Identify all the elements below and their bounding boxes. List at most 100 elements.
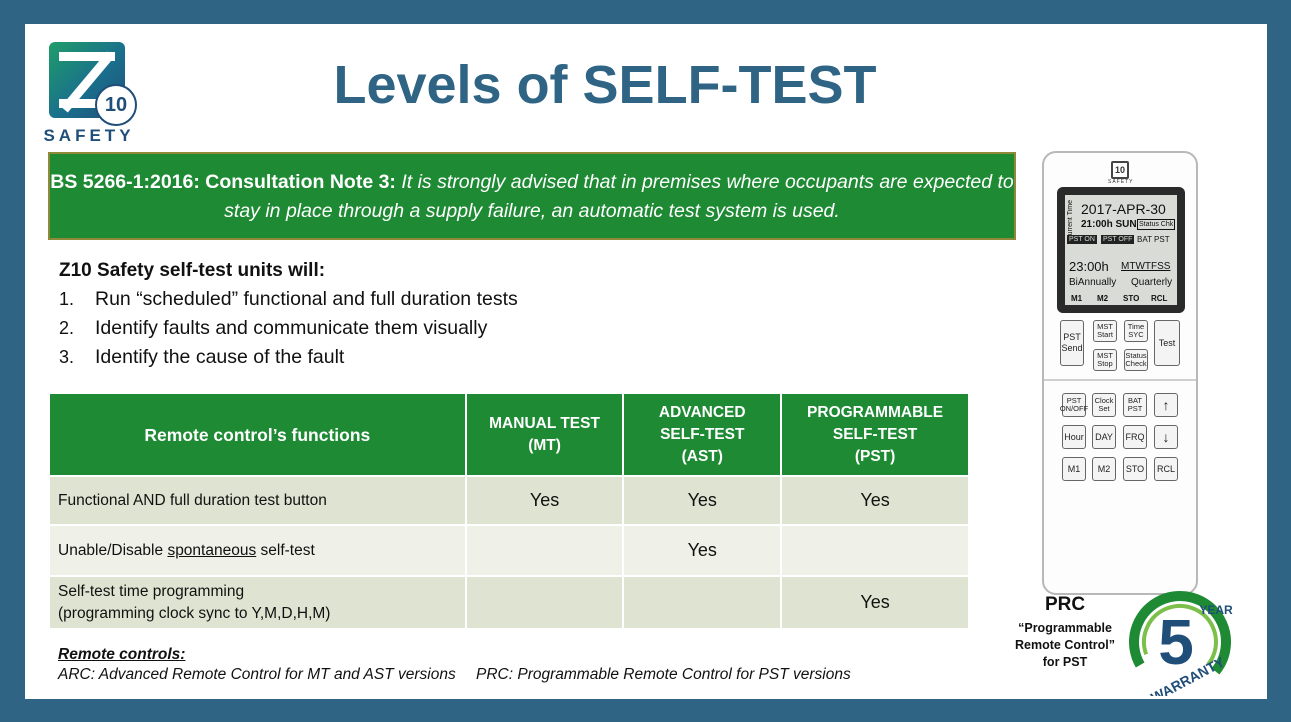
mst-start-button[interactable]: MST Start — [1093, 320, 1117, 342]
screen-m1: M1 — [1071, 294, 1083, 303]
function-pre: Unable/Disable — [58, 541, 168, 559]
frq-button[interactable]: FRQ — [1123, 425, 1147, 449]
header-pst-line2: SELF-TEST — [832, 425, 918, 443]
ast-cell: Yes — [622, 524, 783, 577]
screen-biannually: BiAnnually — [1069, 277, 1117, 288]
screen-m2: M2 — [1097, 294, 1109, 303]
status-check-button[interactable]: Status Check — [1124, 349, 1148, 371]
list-item: 3. Identify the cause of the fault — [59, 343, 659, 372]
screen-time2: 23:00h — [1069, 259, 1109, 274]
remote-screen: Current Time 2017-APR-30 21:00h SUN Stat… — [1065, 195, 1177, 305]
screen-sto: STO — [1123, 294, 1140, 303]
screen-bat-pst: BAT PST — [1137, 235, 1170, 244]
header-ast: ADVANCED SELF-TEST (AST) — [622, 392, 783, 477]
header-ast-line3: (AST) — [681, 447, 723, 465]
screen-pst-off: PST OFF — [1101, 235, 1135, 244]
m2-button[interactable]: M2 — [1092, 457, 1116, 481]
remote-logo-number: 10 — [1111, 161, 1129, 179]
screen-rcl: RCL — [1151, 294, 1168, 303]
list-number: 1. — [59, 289, 75, 309]
footer-heading: Remote controls: — [58, 646, 186, 663]
function-line2: (programming clock sync to Y,M,D,H,M) — [58, 604, 331, 622]
down-arrow-icon[interactable]: ↓ — [1154, 425, 1178, 449]
screen-status: Status Chk — [1137, 219, 1176, 230]
mt-cell: Yes — [464, 475, 625, 526]
m1-button[interactable]: M1 — [1062, 457, 1086, 481]
mt-cell — [464, 524, 625, 577]
prc-line2: Remote Control” — [1015, 638, 1115, 652]
remote-logo: 10 SAFETY — [1108, 161, 1132, 185]
mt-cell — [464, 575, 625, 630]
remote-divider — [1044, 379, 1196, 381]
footer-notes: Remote controls: ARC: Advanced Remote Co… — [58, 646, 958, 684]
slide: 10 SAFETY Levels of SELF-TEST BS 5266-1:… — [25, 24, 1267, 699]
bat-pst-button[interactable]: BAT PST — [1123, 393, 1147, 417]
page-title: Levels of SELF-TEST — [333, 55, 877, 115]
remote-logo-text: SAFETY — [1108, 179, 1134, 185]
functions-table: Remote control’s functions MANUAL TEST (… — [48, 392, 970, 630]
function-cell: Self-test time programming (programming … — [48, 575, 467, 630]
header-pst: PROGRAMMABLE SELF-TEST (PST) — [780, 392, 970, 477]
prc-subtitle: “Programmable Remote Control” for PST — [1015, 620, 1115, 671]
note-label: BS 5266-1:2016: Consultation Note 3: — [50, 171, 396, 193]
header-ast-line1: ADVANCED — [658, 403, 746, 421]
warranty-year: YEAR — [1199, 603, 1233, 617]
pst-cell: Yes — [780, 575, 970, 630]
prc-title: PRC — [1044, 594, 1086, 615]
logo-number: 10 — [95, 84, 137, 126]
pst-cell — [780, 524, 970, 577]
screen-pst-on: PST ON — [1067, 235, 1097, 244]
consultation-note: BS 5266-1:2016: Consultation Note 3: It … — [48, 152, 1016, 240]
test-button[interactable]: Test — [1154, 320, 1180, 366]
sto-button[interactable]: STO — [1123, 457, 1147, 481]
header-mt-line1: MANUAL TEST — [489, 414, 600, 432]
z-logo-icon — [49, 42, 125, 118]
remote-control-illustration: 10 SAFETY Current Time 2017-APR-30 21:00… — [1042, 151, 1198, 595]
rcl-button[interactable]: RCL — [1154, 457, 1178, 481]
logo-text: SAFETY — [43, 126, 135, 145]
list-number: 3. — [59, 347, 75, 367]
header-pst-line3: (PST) — [854, 447, 896, 465]
day-button[interactable]: DAY — [1092, 425, 1116, 449]
function-post: self-test — [256, 541, 315, 559]
prc-line3: for PST — [1042, 655, 1088, 669]
footer-row: ARC: Advanced Remote Control for MT and … — [58, 666, 958, 684]
header-pst-line1: PROGRAMMABLE — [807, 403, 944, 421]
mst-stop-button[interactable]: MST Stop — [1093, 349, 1117, 371]
hour-button[interactable]: Hour — [1062, 425, 1086, 449]
intro-heading: Z10 Safety self-test units will: — [59, 260, 326, 281]
z10-safety-logo: 10 SAFETY — [39, 42, 139, 146]
table-row: Self-test time programming (programming … — [48, 575, 970, 630]
screen-date: 2017-APR-30 — [1081, 201, 1166, 217]
table-row: Unable/Disable spontaneous self-test Yes — [48, 524, 970, 577]
remote-screen-frame: Current Time 2017-APR-30 21:00h SUN Stat… — [1057, 187, 1185, 313]
function-line1: Self-test time programming — [58, 582, 245, 600]
list-text: Identify the cause of the fault — [95, 346, 345, 368]
list-number: 2. — [59, 318, 75, 338]
header-functions: Remote control’s functions — [48, 392, 467, 477]
clock-set-button[interactable]: Clock Set — [1092, 393, 1116, 417]
header-ast-line2: SELF-TEST — [660, 425, 745, 443]
intro-list: Z10 Safety self-test units will: 1. Run … — [59, 260, 659, 372]
up-arrow-icon[interactable]: ↑ — [1154, 393, 1178, 417]
list-item: 1. Run “scheduled” functional and full d… — [59, 285, 659, 314]
footer-arc: ARC: Advanced Remote Control for MT and … — [58, 666, 456, 683]
note-text: It is strongly advised that in premises … — [224, 171, 1014, 222]
table-header-row: Remote control’s functions MANUAL TEST (… — [48, 392, 970, 477]
list-text: Identify faults and communicate them vis… — [95, 317, 488, 339]
header-mt: MANUAL TEST (MT) — [464, 392, 625, 477]
table-row: Functional AND full duration test button… — [48, 475, 970, 526]
header-mt-line2: (MT) — [528, 436, 561, 454]
pst-onoff-button[interactable]: PST ON/OFF — [1060, 393, 1088, 417]
time-syc-button[interactable]: Time SYC — [1124, 320, 1148, 342]
pst-send-button[interactable]: PST Send — [1060, 320, 1084, 366]
list-item: 2. Identify faults and communicate them … — [59, 314, 659, 343]
list-text: Run “scheduled” functional and full dura… — [95, 288, 518, 310]
ast-cell: Yes — [622, 475, 783, 526]
footer-prc: PRC: Programmable Remote Control for PST… — [476, 666, 851, 683]
screen-quarterly: Quarterly — [1131, 277, 1173, 288]
screen-days: MTWTFSS — [1121, 261, 1171, 272]
five-year-warranty-badge: 5 YEAR WARRANTY — [1129, 591, 1233, 696]
pst-cell: Yes — [780, 475, 970, 526]
warranty-number: 5 — [1158, 606, 1194, 678]
